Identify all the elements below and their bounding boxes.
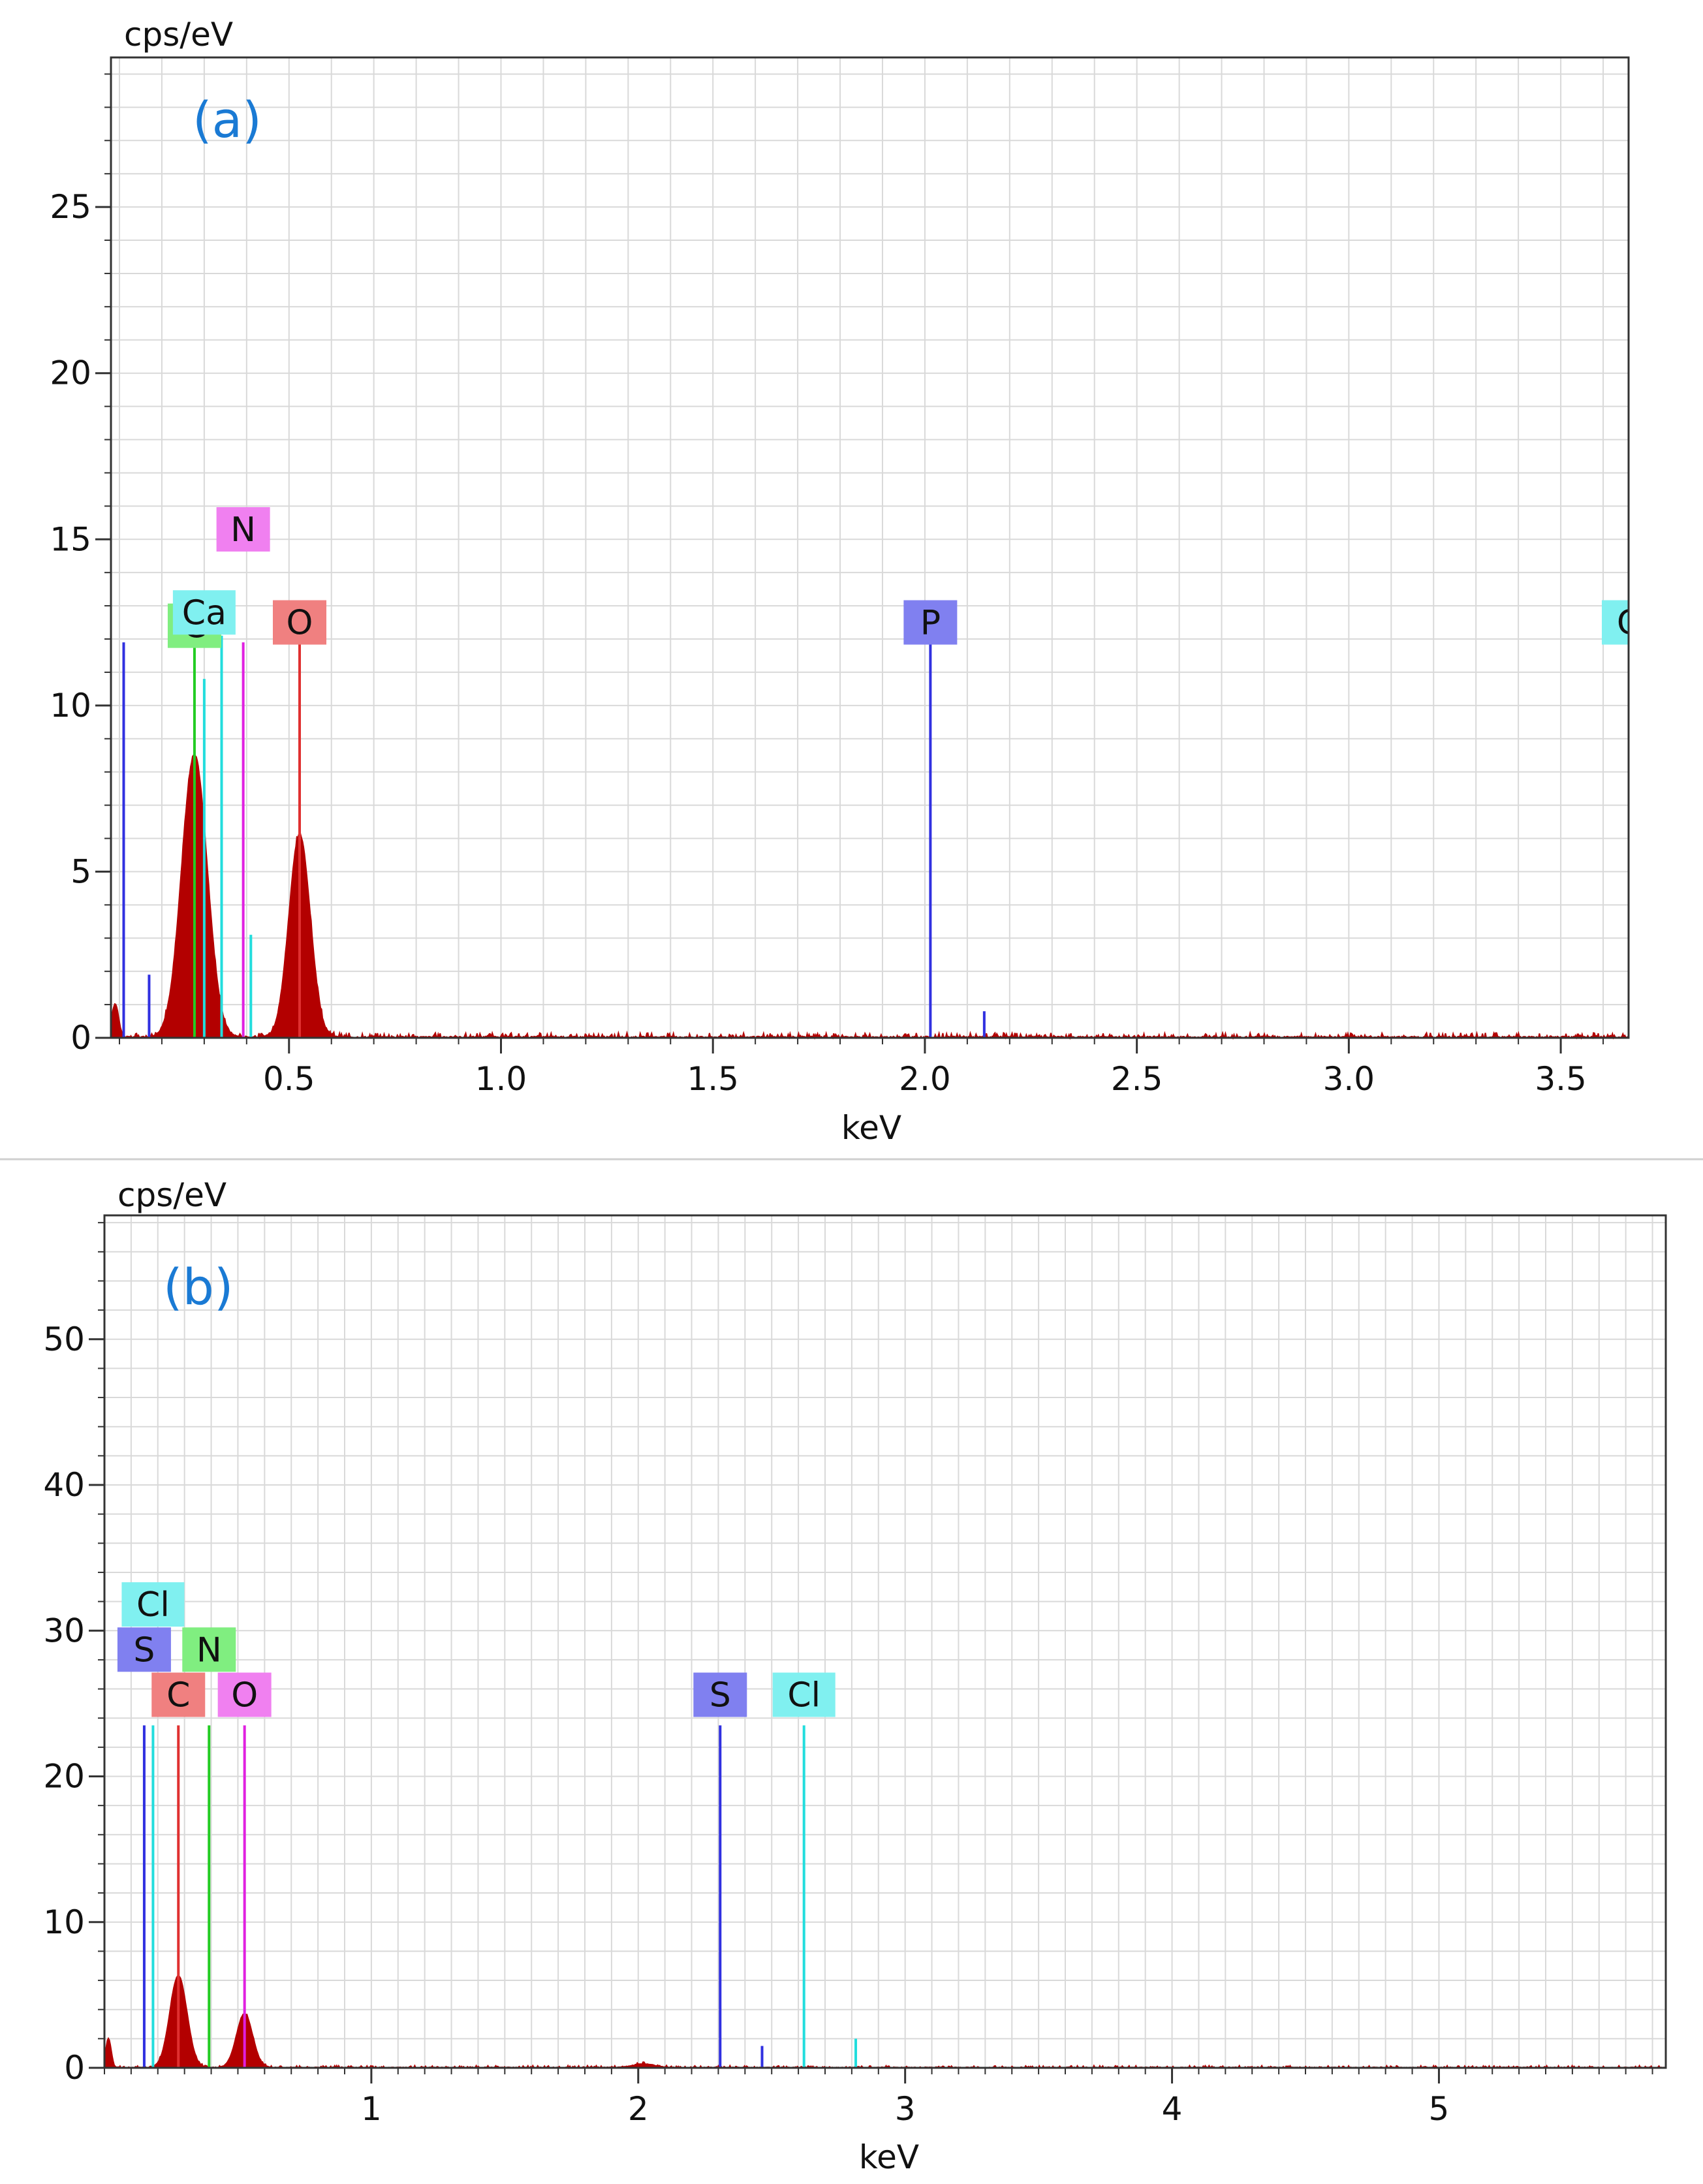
plot-frame-b (103, 1214, 1667, 2069)
y-tick-label: 20 (43, 1758, 85, 1796)
peak-label-text: O (287, 604, 313, 643)
x-tick-label: 2.0 (899, 1060, 951, 1098)
peak-label-box (182, 1627, 236, 1672)
y-axis-title-b: cps/eV (117, 1176, 227, 1214)
x-tick-label: 1.0 (475, 1060, 527, 1098)
peak-label: N (216, 507, 270, 552)
peak-label: O (273, 600, 327, 645)
peak-labels-a: CCaNOPC (167, 507, 1640, 648)
peak-labels-b: Cl S NC O S Cl (117, 1582, 836, 1717)
peak-label-text: S (710, 1676, 731, 1715)
spectrum-panel-a: CCaNOPC 05101520250.51.01.52.02.53.03.5 … (50, 16, 1640, 1147)
x-tick-label: 5 (1429, 2090, 1450, 2128)
peak-label: Ca (172, 590, 236, 635)
axes-a: 0 5 10 15 20 25 0.5 1.0 1.5 2.0 2.5 3.0 3.5 (50, 56, 1630, 1098)
y-tick-label: 10 (43, 1903, 85, 1941)
peak-label-text: S (133, 1630, 155, 1670)
grid-a (111, 57, 1629, 1038)
peak-label: C (151, 1672, 206, 1717)
grid-b (104, 1215, 1666, 2068)
peak-label-box (172, 590, 236, 635)
x-tick-label: 4 (1162, 2090, 1183, 2128)
peak-label-box (772, 1672, 836, 1717)
x-tick-label: 1.5 (687, 1060, 739, 1098)
peak-label: C (1602, 600, 1640, 645)
y-tick-label: 10 (50, 687, 91, 725)
x-tick-label: 3.0 (1323, 1060, 1375, 1098)
peak-label-box (121, 1582, 185, 1627)
peak-label-text: O (231, 1676, 258, 1715)
peak-label-box (903, 600, 958, 645)
spectrum-panel-b: Cl S NC O S Cl 0 10 20 30 40 50 1 2 3 4 5 cps/eV keV (b… (43, 1176, 1667, 2176)
plot-frame-a (110, 56, 1630, 1039)
x-tick-label: 0.5 (263, 1060, 315, 1098)
peak-label-text: Cl (787, 1676, 820, 1715)
peak-label: O (217, 1672, 272, 1717)
peak-label-text: Cl (136, 1585, 170, 1625)
axes-b: 0 10 20 30 40 50 1 2 3 4 5 (43, 1214, 1667, 2128)
peak-label-box (1602, 600, 1629, 645)
x-axis-title-b: keV (859, 2138, 919, 2176)
peak-label: S (693, 1672, 747, 1717)
x-axis-title-a: keV (841, 1109, 901, 1147)
panel-label-a: (a) (193, 91, 262, 149)
y-tick-label: 0 (70, 1019, 91, 1057)
marker-lines-a (122, 635, 986, 1038)
peak-label: Cl (772, 1672, 836, 1717)
peak-label-text: N (230, 510, 256, 550)
peak-label-text: C (1617, 604, 1640, 643)
y-tick-label: 30 (43, 1612, 85, 1649)
peak-label-box (117, 1627, 171, 1672)
peak-label: Cl (121, 1582, 185, 1627)
y-tick-label: 50 (43, 1320, 85, 1358)
y-tick-label: 15 (50, 520, 91, 558)
peak-label-box (693, 1672, 747, 1717)
y-tick-label: 0 (64, 2049, 85, 2087)
peak-label: N (182, 1627, 236, 1672)
x-tick-label: 3 (895, 2090, 916, 2128)
marker-lines-b (142, 1725, 858, 2068)
x-tick-label: 2.5 (1111, 1060, 1163, 1098)
peak-label: S (117, 1627, 171, 1672)
peak-label: P (903, 600, 958, 645)
peak-label-box (217, 1672, 272, 1717)
y-tick-label: 25 (50, 188, 91, 226)
y-tick-label: 40 (43, 1466, 85, 1504)
peak-label-box (273, 600, 327, 645)
x-tick-label: 1 (361, 2090, 382, 2128)
peak-label-text: P (920, 604, 941, 643)
peak-label-text: N (196, 1630, 222, 1670)
peak-label-text: Ca (182, 593, 227, 632)
y-tick-label: 5 (70, 852, 91, 890)
x-tick-label: 3.5 (1535, 1060, 1587, 1098)
peak-label-box (216, 507, 270, 552)
peak-label-text: C (166, 1676, 190, 1715)
x-tick-label: 2 (628, 2090, 649, 2128)
y-axis-title-a: cps/eV (124, 16, 233, 54)
panel-label-b: (b) (163, 1258, 234, 1316)
peak-label-box (151, 1672, 206, 1717)
y-tick-label: 20 (50, 354, 91, 392)
